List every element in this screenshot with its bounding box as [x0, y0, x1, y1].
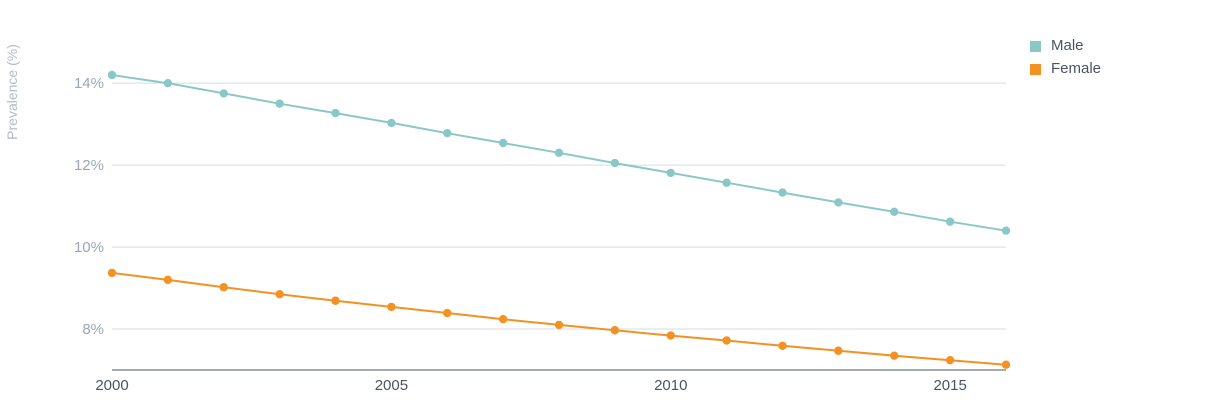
- x-tick-label: 2015: [933, 377, 966, 394]
- legend-swatch-male: [1030, 41, 1041, 52]
- series-line-female: [111, 271, 1007, 366]
- data-point-female: [554, 320, 564, 330]
- data-point-female: [834, 346, 843, 355]
- axes: 14% 12% 10% 8% 2000 2005 2010 2015: [74, 75, 1006, 394]
- data-point-male: [331, 108, 340, 118]
- data-point-female: [778, 341, 787, 351]
- data-point-male: [554, 148, 564, 158]
- data-point-male: [275, 99, 284, 108]
- y-axis-label: Prevalence (%): [4, 44, 20, 140]
- data-point-female: [107, 268, 117, 278]
- data-point-female: [219, 283, 228, 292]
- legend-label-male: Male: [1051, 37, 1084, 54]
- gridlines: [112, 82, 1006, 330]
- data-point-female: [498, 314, 508, 324]
- data-point-male: [834, 198, 843, 207]
- data-point-male: [107, 70, 117, 80]
- series-lines: [107, 70, 1011, 369]
- data-point-male: [610, 158, 620, 168]
- y-tick-label: 12%: [74, 157, 104, 174]
- legend-item-female[interactable]: Female: [1030, 57, 1101, 80]
- x-tick-label: 2005: [375, 377, 408, 394]
- legend-label-female: Female: [1051, 60, 1102, 77]
- data-point-male: [666, 168, 675, 178]
- data-point-female: [275, 289, 284, 299]
- y-tick-label: 14%: [74, 75, 104, 92]
- legend: Male Female: [1030, 34, 1101, 80]
- data-point-male: [1001, 226, 1011, 235]
- data-point-female: [443, 308, 452, 318]
- legend-item-male[interactable]: Male: [1030, 34, 1101, 57]
- x-tick-label: 2000: [95, 377, 128, 394]
- data-point-female: [945, 355, 955, 365]
- data-point-male: [890, 207, 899, 217]
- x-tick-label: 2010: [654, 377, 687, 394]
- data-point-male: [443, 128, 452, 138]
- data-point-male: [945, 217, 955, 226]
- data-point-female: [610, 326, 620, 335]
- data-point-female: [666, 331, 675, 340]
- data-point-female: [331, 296, 340, 305]
- data-point-female: [163, 275, 173, 285]
- data-point-male: [387, 118, 396, 128]
- data-point-male: [163, 78, 173, 88]
- data-point-female: [890, 351, 899, 360]
- y-tick-label: 8%: [82, 321, 104, 338]
- legend-swatch-female: [1030, 64, 1041, 75]
- data-point-female: [387, 302, 396, 312]
- data-point-male: [219, 89, 228, 98]
- data-point-male: [722, 178, 731, 187]
- y-tick-label: 10%: [74, 239, 104, 256]
- data-point-female: [1001, 360, 1011, 369]
- data-point-female: [722, 336, 731, 345]
- data-point-male: [498, 138, 508, 148]
- data-point-male: [778, 188, 787, 197]
